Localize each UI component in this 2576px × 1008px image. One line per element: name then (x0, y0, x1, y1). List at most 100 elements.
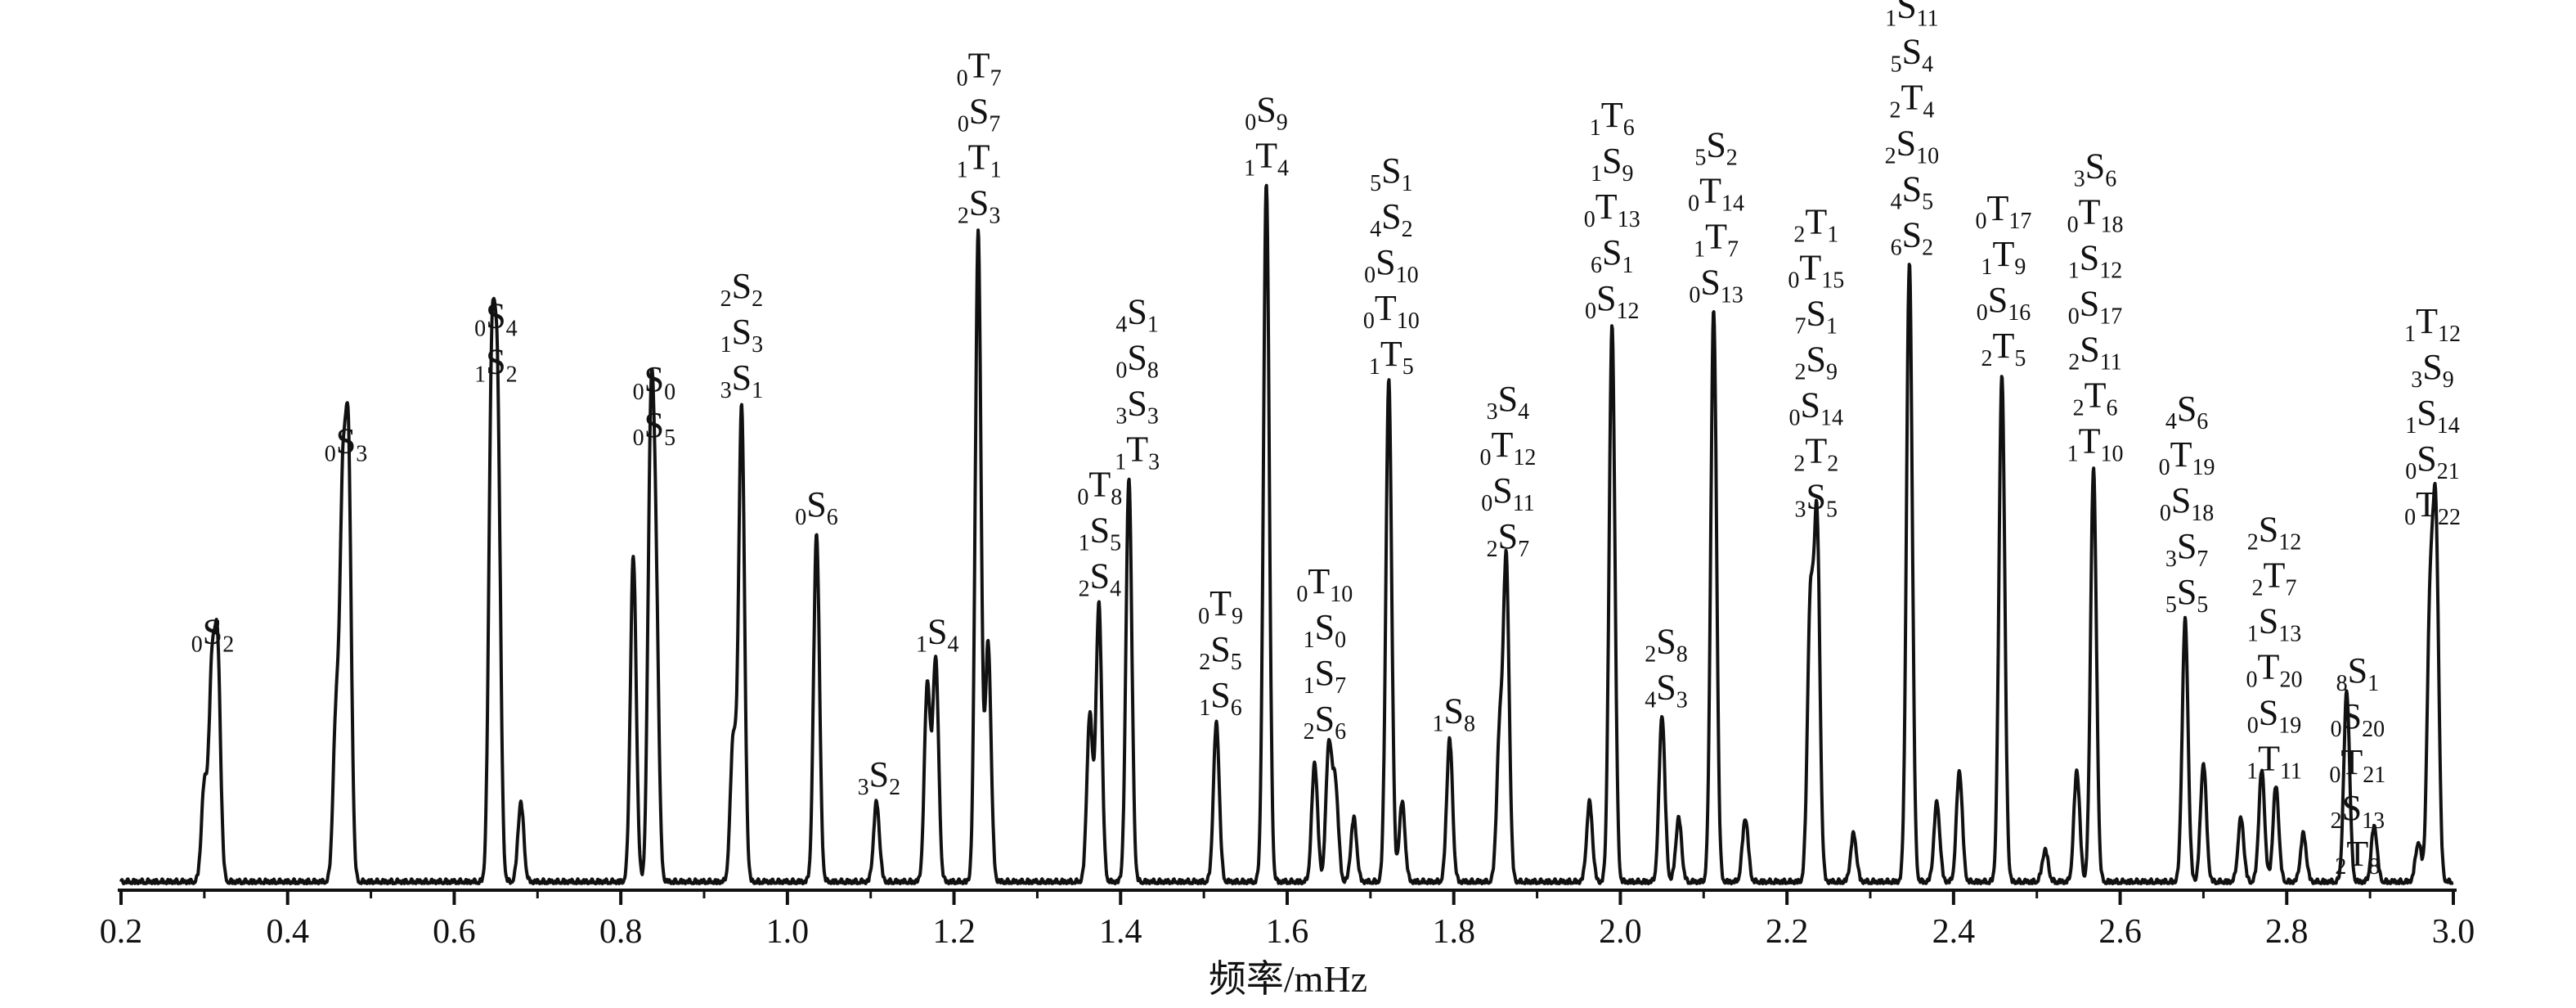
mode-label: 0T14 (1688, 171, 1744, 217)
mode-label: 0S12 (1585, 278, 1639, 324)
x-tick-label: 1.6 (1266, 913, 1309, 951)
mode-label: 1S0 (1304, 607, 1346, 653)
mode-label: 1S9 (1591, 141, 1633, 187)
mode-label: 2S8 (1645, 621, 1687, 667)
mode-label: 0T8 (1077, 465, 1122, 511)
mode-label: 0T15 (1788, 248, 1844, 294)
mode-label: 0S14 (1789, 385, 1843, 431)
mode-label: 2T6 (2073, 376, 2118, 421)
mode-label: 3S2 (858, 754, 900, 800)
mode-label: 1S3 (720, 312, 763, 358)
x-axis-label: 频率/mHz (1209, 958, 1367, 1000)
mode-label: 1T7 (1694, 217, 1739, 263)
mode-label-group: 1S8 (1432, 691, 1474, 736)
mode-label: 1T9 (1981, 234, 2026, 280)
mode-label: 3S9 (2411, 347, 2453, 393)
mode-label: 2S7 (1487, 516, 1529, 562)
mode-label: 0S19 (2247, 693, 2301, 739)
mode-label: 7S1 (1795, 294, 1838, 340)
mode-label: 2T1 (1793, 202, 1838, 248)
x-tick-label: 1.0 (766, 913, 810, 951)
x-tick-label: 0.8 (599, 913, 643, 951)
mode-annotations: 0S20S30S41S20S00S52S21S33S10S63S21S40T70… (191, 0, 2461, 880)
mode-label: 5S1 (1370, 151, 1412, 196)
mode-label: 0T22 (2404, 484, 2461, 530)
mode-label: 0S18 (2160, 480, 2214, 526)
mode-label-group: 1S4 (916, 611, 958, 657)
mode-label: 0T18 (2067, 192, 2124, 238)
mode-label: 0T10 (1363, 288, 1420, 334)
mode-label: 0S3 (325, 421, 367, 467)
mode-label: 2S13 (2331, 788, 2385, 834)
mode-label: 0S0 (633, 359, 675, 405)
mode-label: 4S1 (1115, 291, 1158, 337)
mode-label: 1S4 (916, 611, 958, 657)
mode-label: 0T7 (957, 46, 1002, 92)
mode-label: 1S11 (1885, 0, 1938, 31)
mode-label: 1S13 (2247, 601, 2301, 647)
mode-label: 4S6 (2165, 389, 2208, 434)
mode-label: 2T5 (1981, 326, 2026, 371)
mode-label: 1S5 (1079, 511, 1121, 556)
x-tick-label: 2.0 (1599, 913, 1642, 951)
mode-label: 3S6 (2074, 146, 2116, 192)
mode-label: 1T5 (1369, 334, 1414, 380)
mode-label: 4S2 (1370, 196, 1412, 242)
mode-label: 0S2 (191, 611, 234, 657)
mode-label-group: 0S6 (795, 484, 837, 530)
mode-label: 1S8 (1432, 691, 1474, 736)
mode-label: 1T6 (1590, 95, 1635, 141)
mode-label: 1T12 (2404, 301, 2461, 347)
mode-label: 2S4 (1079, 556, 1121, 602)
mode-label: 0T19 (2159, 434, 2215, 480)
x-tick-label: 1.8 (1432, 913, 1475, 951)
mode-label: 0S10 (1364, 242, 1418, 288)
mode-label: 0T17 (1976, 188, 2032, 234)
mode-label: 2S3 (958, 183, 1000, 229)
mode-label: 2S5 (1199, 629, 1241, 675)
mode-label: 6S1 (1591, 232, 1633, 278)
mode-label: 0S7 (958, 92, 1000, 137)
mode-label-group: 3S2 (858, 754, 900, 800)
mode-label: 3S7 (2165, 526, 2208, 572)
x-tick-label: 0.2 (100, 913, 143, 951)
mode-label: 2T4 (1889, 77, 1934, 123)
x-tick-label: 0.6 (433, 913, 476, 951)
mode-label: 0T10 (1296, 561, 1353, 607)
x-tick-label: 2.4 (1932, 913, 1976, 951)
mode-label: 2T2 (1793, 431, 1838, 477)
mode-label: 1T3 (1115, 429, 1160, 475)
mode-label-group: 0S2 (191, 611, 234, 657)
mode-label: 2S11 (2068, 330, 2121, 376)
mode-label: 1S2 (474, 342, 517, 388)
mode-label: 1S14 (2405, 393, 2459, 439)
mode-label: 0T9 (1198, 583, 1243, 629)
mode-label: 5S4 (1891, 31, 1933, 77)
mode-label: 4S5 (1891, 169, 1933, 214)
x-tick-label: 3.0 (2432, 913, 2475, 951)
x-tick-label: 2.2 (1766, 913, 1809, 951)
mode-label: 0S21 (2405, 439, 2459, 484)
mode-label-group: 0T160S151S115S42T42S104S56S2 (1885, 0, 1939, 260)
x-tick-label: 1.2 (932, 913, 976, 951)
x-tick-label: 2.8 (2265, 913, 2309, 951)
mode-label: 1T1 (957, 137, 1002, 183)
mode-label: 3S4 (1487, 379, 1529, 425)
mode-label: 0T20 (2246, 647, 2303, 693)
mode-label: 5S5 (2165, 572, 2208, 618)
mode-label: 2S9 (1795, 340, 1838, 385)
mode-label: 0S5 (633, 405, 675, 451)
mode-label: 0T13 (1584, 187, 1640, 232)
